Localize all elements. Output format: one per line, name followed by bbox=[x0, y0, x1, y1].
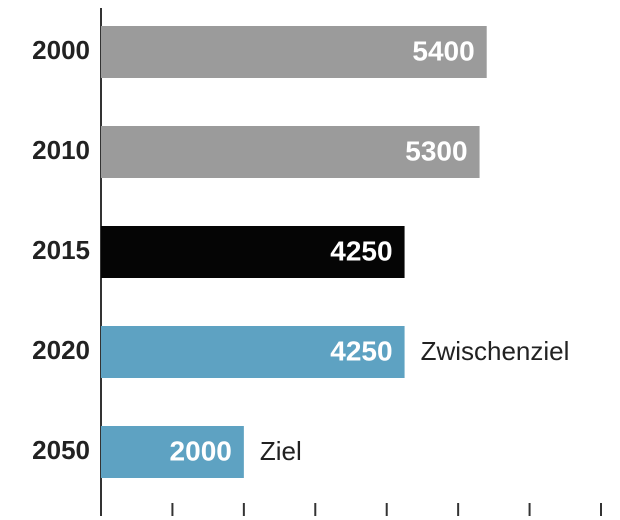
bar bbox=[101, 226, 405, 278]
category-label: 2000 bbox=[32, 35, 90, 65]
category-label: 2010 bbox=[32, 135, 90, 165]
bar bbox=[101, 326, 405, 378]
category-label: 2020 bbox=[32, 335, 90, 365]
category-label: 2050 bbox=[32, 435, 90, 465]
value-label: 4250 bbox=[330, 235, 392, 266]
annotation: Ziel bbox=[260, 436, 302, 466]
value-label: 2000 bbox=[170, 435, 232, 466]
value-label: 5400 bbox=[412, 35, 474, 66]
annotation: Zwischenziel bbox=[421, 336, 570, 366]
bar bbox=[101, 426, 244, 478]
bar bbox=[101, 126, 480, 178]
category-label: 2015 bbox=[32, 235, 90, 265]
value-label: 4250 bbox=[330, 335, 392, 366]
value-label: 5300 bbox=[405, 135, 467, 166]
bar bbox=[101, 26, 487, 78]
